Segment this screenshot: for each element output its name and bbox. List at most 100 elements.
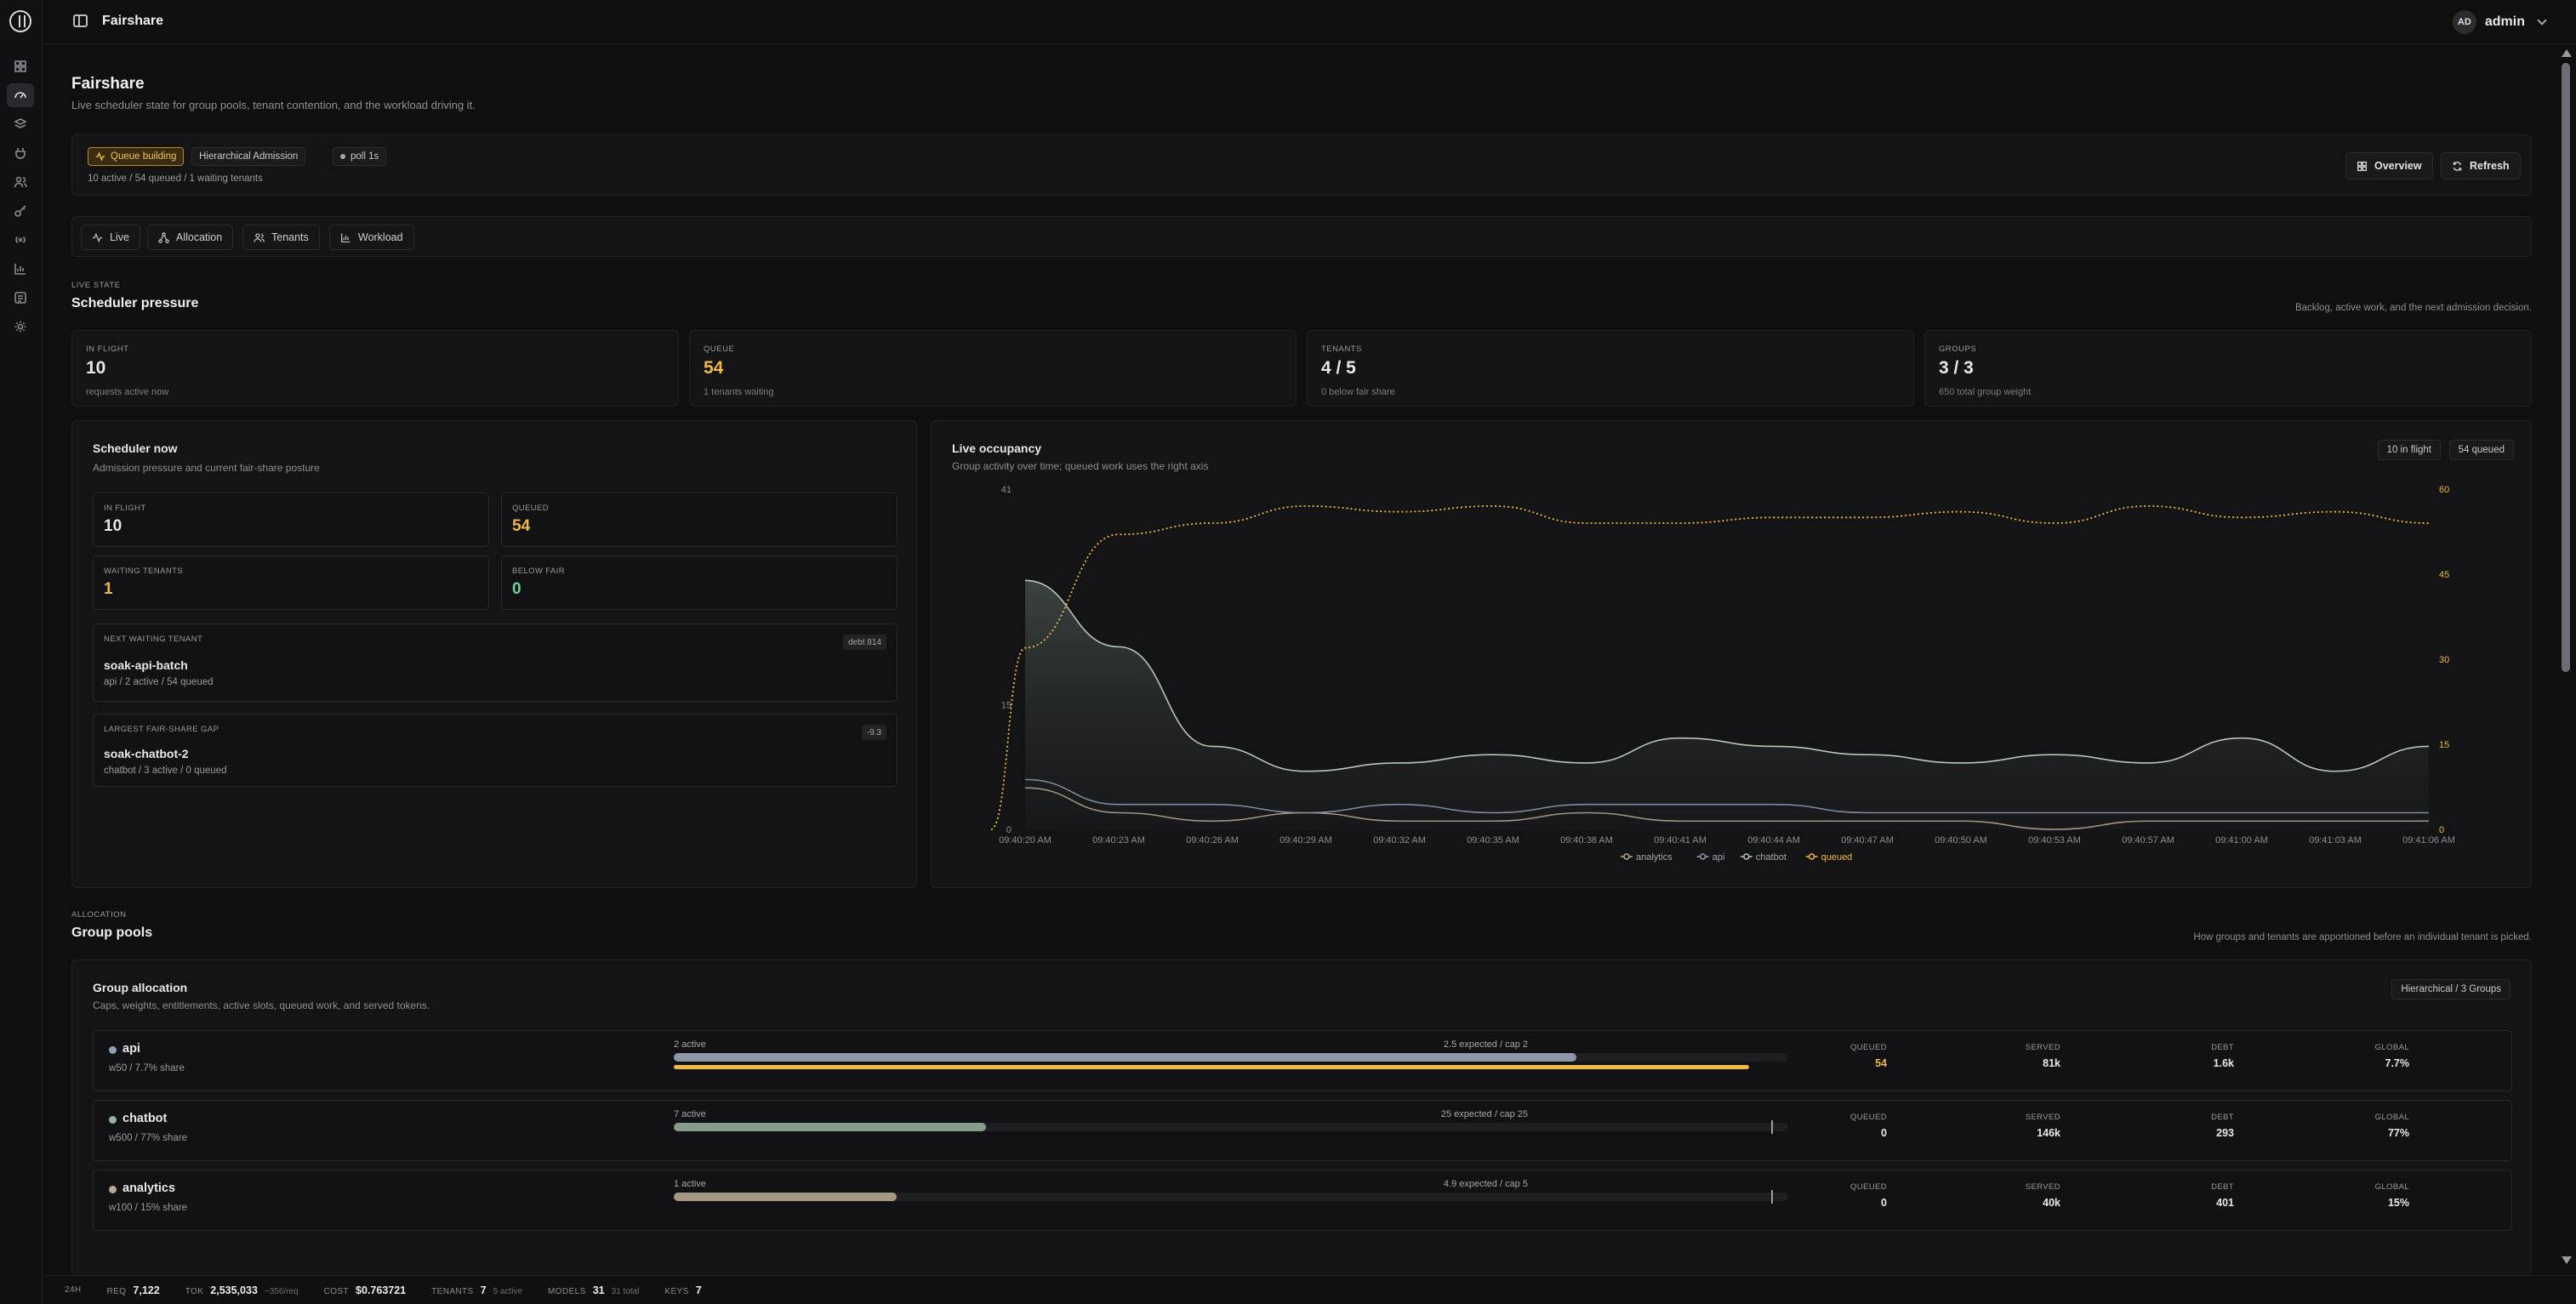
group-name: chatbot xyxy=(123,1112,168,1125)
section-eyebrow: ALLOCATION xyxy=(71,910,127,920)
in-flight-tile: IN FLIGHT 10 xyxy=(93,493,489,547)
plug-icon[interactable] xyxy=(12,145,29,162)
group-weight: w500 / 77% share xyxy=(109,1133,188,1143)
hierarchy-badge: Hierarchical / 3 Groups xyxy=(2391,979,2510,999)
next-waiting-tenant-tile: NEXT WAITING TENANT debt 814 soak-api-ba… xyxy=(93,624,898,702)
list-icon[interactable] xyxy=(12,289,29,306)
stat-label: QUEUE xyxy=(704,345,735,354)
x-tick-label: 09:41:06 AM xyxy=(2402,835,2455,846)
scrollbar-thumb[interactable] xyxy=(2562,63,2570,672)
legend-label: chatbot xyxy=(1756,852,1787,863)
x-tick-label: 09:40:53 AM xyxy=(2028,835,2081,846)
poll-dot-icon xyxy=(340,154,345,159)
group-name: analytics xyxy=(123,1182,176,1195)
poll-badge: poll 1s xyxy=(333,147,387,166)
tile-value: 10 xyxy=(104,517,123,535)
bar-chart-icon xyxy=(340,233,350,242)
group-debt-col: DEBT 293 xyxy=(2132,1113,2234,1139)
models-value: 31 xyxy=(592,1284,605,1296)
radio-icon[interactable] xyxy=(12,231,29,248)
x-tick-label: 09:40:26 AM xyxy=(1186,835,1239,846)
users-icon[interactable] xyxy=(12,174,29,191)
page-scrollbar[interactable] xyxy=(2559,46,2573,1267)
group-progress-fill xyxy=(674,1123,986,1131)
x-tick-label: 09:40:57 AM xyxy=(2122,835,2174,846)
gauge-icon[interactable] xyxy=(7,83,34,107)
section-note: How groups and tenants are apportioned b… xyxy=(2193,932,2532,942)
cost-value: $0.763721 xyxy=(356,1284,407,1296)
group-row-api[interactable]: api w50 / 7.7% share 2 active 2.5 expected … xyxy=(93,1030,2512,1091)
col-value: 54 xyxy=(1875,1057,1887,1069)
stat-in-flight: IN FLIGHT 10 requests active now xyxy=(71,330,679,407)
key-icon[interactable] xyxy=(12,202,29,219)
tenant-name: soak-api-batch xyxy=(104,658,188,672)
tab-live[interactable]: Live xyxy=(81,225,140,250)
section-eyebrow: LIVE STATE xyxy=(71,281,121,290)
stat-sub: 650 total group weight xyxy=(1939,387,2032,397)
x-tick-label: 09:40:41 AM xyxy=(1654,835,1707,846)
tok-extra: ~356/req xyxy=(264,1286,299,1296)
refresh-button[interactable]: Refresh xyxy=(2441,152,2521,179)
scroll-up-icon[interactable] xyxy=(2562,49,2572,57)
tile-value: 1 xyxy=(104,580,113,598)
col-value: 0 xyxy=(1881,1197,1887,1209)
bar-chart-icon[interactable] xyxy=(12,260,29,277)
group-served-col: SERVED 40k xyxy=(1958,1182,2060,1209)
layers-icon[interactable] xyxy=(12,116,29,133)
group-expected: 25 expected / cap 25 xyxy=(1440,1109,1528,1119)
group-row-chatbot[interactable]: chatbot w500 / 77% share 7 active 25 expect… xyxy=(93,1100,2512,1161)
scroll-down-icon[interactable] xyxy=(2562,1256,2572,1264)
live-occupancy-card: Live occupancy Group activity over time;… xyxy=(931,420,2532,888)
settings-icon[interactable] xyxy=(12,318,29,335)
group-cap-marker xyxy=(1771,1190,1774,1204)
section-title: Scheduler pressure xyxy=(71,296,199,310)
x-tick-label: 09:40:47 AM xyxy=(1841,835,1894,846)
col-label: DEBT xyxy=(2211,1113,2234,1122)
x-tick-label: 09:40:35 AM xyxy=(1467,835,1519,846)
col-label: QUEUED xyxy=(1849,1043,1887,1052)
stat-label: GROUPS xyxy=(1939,345,1977,354)
group-progress-track xyxy=(674,1053,1788,1062)
group-queued-col: QUEUED 54 xyxy=(1785,1043,1887,1069)
tab-bar: Live Allocation Tenants Workload xyxy=(71,216,2532,257)
status-summary: 10 active / 54 queued / 1 waiting tenant… xyxy=(88,174,263,184)
in-flight-pill: 10 in flight xyxy=(2377,440,2441,460)
col-label: GLOBAL xyxy=(2374,1043,2409,1052)
group-row-analytics[interactable]: analytics w100 / 15% share 1 active 4.9 exp… xyxy=(93,1170,2512,1231)
y-right-tick-label: 30 xyxy=(2439,655,2449,665)
range-label[interactable]: 24H xyxy=(65,1285,82,1295)
legend-marker xyxy=(1743,853,1750,860)
y-right-tick-label: 60 xyxy=(2439,485,2449,495)
group-served-col: SERVED 146k xyxy=(1958,1113,2060,1139)
col-label: SERVED xyxy=(2025,1043,2060,1052)
stat-value: 3 / 3 xyxy=(1939,358,1974,378)
avatar: AD xyxy=(2452,10,2476,34)
tile-label: LARGEST FAIR-SHARE GAP xyxy=(104,725,219,734)
status-card: Queue building Hierarchical Admission po… xyxy=(71,134,2532,196)
user-menu[interactable]: AD admin xyxy=(2452,10,2547,34)
col-value: 77% xyxy=(2387,1127,2409,1139)
x-tick-label: 09:41:00 AM xyxy=(2215,835,2268,846)
dashboard-icon[interactable] xyxy=(12,58,29,75)
tab-allocation[interactable]: Allocation xyxy=(147,225,234,250)
col-label: QUEUED xyxy=(1849,1182,1887,1192)
side-rail xyxy=(0,0,43,1304)
stat-value: 4 / 5 xyxy=(1321,358,1356,378)
app-logo-icon[interactable] xyxy=(9,10,31,32)
col-label: DEBT xyxy=(2211,1043,2234,1052)
group-progress-fill xyxy=(674,1193,897,1201)
group-active: 2 active xyxy=(674,1039,706,1050)
tab-tenants[interactable]: Tenants xyxy=(242,225,320,250)
tab-workload[interactable]: Workload xyxy=(329,225,414,250)
y-right-tick-label: 0 xyxy=(2439,825,2444,835)
page-subtitle: Live scheduler state for group pools, te… xyxy=(71,99,476,111)
x-tick-label: 09:40:20 AM xyxy=(999,835,1051,846)
overview-button[interactable]: Overview xyxy=(2345,152,2433,179)
tile-label: WAITING TENANTS xyxy=(104,567,184,576)
breadcrumb: Fairshare xyxy=(102,14,164,28)
overview-label: Overview xyxy=(2374,160,2422,172)
sidebar-toggle-icon[interactable] xyxy=(73,14,88,27)
y-right-tick-label: 45 xyxy=(2439,570,2449,580)
stat-sub: 1 tenants waiting xyxy=(704,387,774,397)
x-tick-label: 09:40:38 AM xyxy=(1560,835,1613,846)
